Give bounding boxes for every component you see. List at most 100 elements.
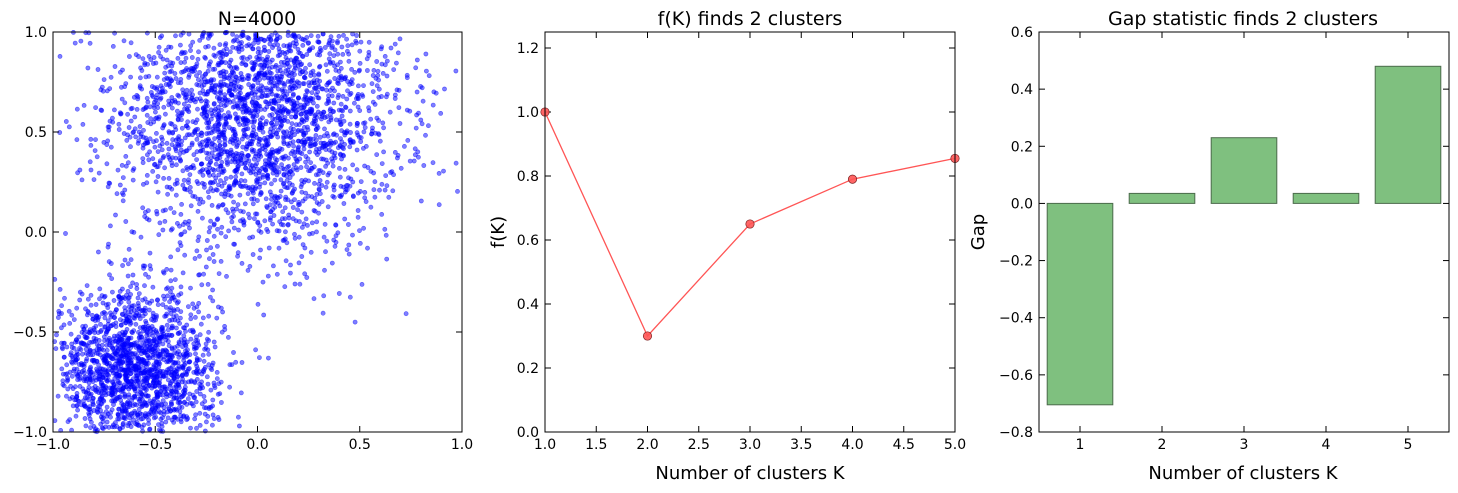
bar-y-tick-label: 0.4 [1011,82,1033,98]
scatter-point [94,154,100,160]
scatter-point [219,329,225,335]
scatter-point [174,371,180,377]
scatter-point [383,173,389,178]
scatter-point [203,264,209,270]
scatter-point [279,104,285,109]
scatter-point [130,167,136,173]
scatter-point [293,65,298,71]
scatter-point [231,350,236,355]
scatter-point [303,70,308,76]
scatter-point [116,380,121,385]
scatter-point [283,134,289,139]
scatter-point [290,205,296,210]
scatter-point [355,83,361,89]
scatter-point [153,138,159,144]
scatter-point [153,130,159,136]
bar-x-tick-label: 4 [1322,437,1331,453]
line-title: f(K) finds 2 clusters [658,8,843,30]
bar-rects [1046,65,1442,406]
scatter-point [216,182,221,188]
scatter-point [321,293,327,299]
scatter-point [307,149,312,155]
scatter-point [276,46,282,52]
scatter-point [261,63,267,69]
scatter-point [358,39,364,45]
scatter-point [453,160,459,166]
scatter-point [335,39,340,44]
scatter-point [125,261,131,267]
line-y-tick-label: 0.6 [517,233,539,249]
scatter-point [304,275,310,280]
scatter-point [212,179,218,185]
scatter-point [246,42,252,48]
scatter-point [195,126,201,132]
scatter-point [297,67,303,73]
scatter-point [412,146,418,152]
scatter-point [357,188,363,194]
scatter-point [397,121,403,126]
scatter-point [119,337,125,342]
bar-y-tick-label: −0.6 [999,368,1033,384]
scatter-point [347,144,353,150]
scatter-point [130,376,136,382]
scatter-point [216,271,222,276]
scatter-point [56,311,62,316]
scatter-point [90,396,96,401]
scatter-point [91,177,97,182]
scatter-x-tick-label: 0.0 [246,437,268,453]
scatter-point [268,134,273,139]
scatter-point [336,75,342,80]
scatter-point [269,57,275,63]
scatter-point [201,271,206,277]
scatter-point [144,180,150,186]
scatter-point [215,304,221,310]
scatter-point [138,351,144,357]
scatter-point [132,126,138,132]
scatter-point [368,116,374,122]
scatter-point [396,105,402,110]
scatter-points [52,29,460,435]
scatter-point [59,325,64,331]
scatter-point [119,84,124,90]
scatter-point [155,297,160,303]
scatter-point [209,363,215,368]
scatter-point [67,417,73,422]
scatter-point [257,127,262,133]
scatter-point [120,67,125,73]
scatter-point [105,184,111,190]
scatter-point [260,279,266,285]
scatter-point [348,139,353,145]
scatter-point [281,156,287,162]
scatter-point [316,39,322,45]
scatter-point [346,58,352,64]
scatter-point [179,125,185,131]
scatter-point [262,166,268,172]
scatter-point [168,254,174,260]
scatter-point [180,87,186,93]
scatter-point [62,295,67,301]
scatter-point [96,390,102,395]
scatter-point [98,321,103,327]
scatter-point [275,68,281,74]
scatter-point [250,252,256,257]
scatter-point [291,162,297,168]
scatter-point [296,260,302,266]
scatter-point [391,172,396,178]
scatter-point [60,371,66,377]
scatter-point [315,109,321,115]
scatter-point [155,189,161,195]
scatter-point [276,98,282,104]
scatter-point [175,318,181,324]
scatter-point [272,156,278,162]
scatter-point [165,63,171,69]
scatter-point [292,281,298,287]
scatter-point [205,347,211,353]
scatter-point [354,167,360,173]
scatter-point [415,149,421,155]
scatter-point [218,178,223,183]
scatter-point [411,158,417,164]
scatter-point [295,46,301,52]
scatter-point [246,82,252,87]
line-panel: f(K) finds 2 clusters 1.0 1.5 2.0 2.5 3.0 3.5… [488,8,966,484]
scatter-point [84,342,89,348]
